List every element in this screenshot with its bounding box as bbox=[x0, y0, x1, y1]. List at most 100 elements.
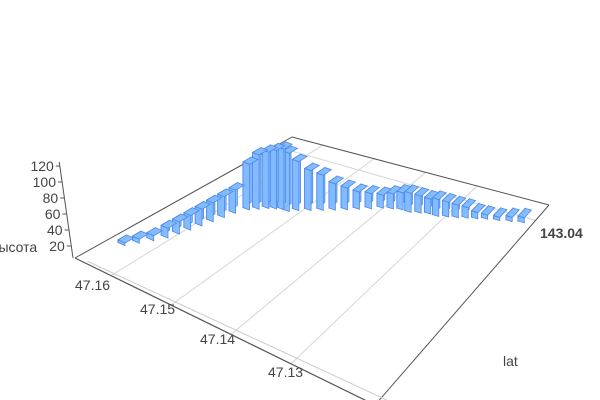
bar bbox=[451, 195, 467, 219]
bar-top-face bbox=[182, 207, 201, 217]
bar-top-face bbox=[315, 167, 333, 176]
bar-front-face bbox=[364, 191, 372, 210]
axis-labels: 47.16 47.15 47.14 47.13 lat 143.04 высот… bbox=[0, 158, 583, 380]
bar-front-face bbox=[352, 189, 360, 210]
bar-top-face bbox=[303, 162, 321, 172]
bar-top-face bbox=[281, 145, 299, 154]
bar bbox=[228, 181, 245, 214]
z-axis bbox=[55, 161, 74, 259]
bar bbox=[352, 183, 369, 210]
bar bbox=[171, 213, 189, 235]
bar bbox=[241, 156, 259, 211]
z-tick-label: 20 bbox=[49, 238, 65, 254]
x-axis-title: lat bbox=[503, 353, 518, 369]
bar-top-face bbox=[251, 147, 269, 156]
x-axis-shadow-line bbox=[87, 260, 389, 400]
bar-top-face bbox=[241, 156, 259, 165]
bar-front-face bbox=[376, 192, 384, 209]
bar-top-face bbox=[470, 203, 486, 214]
x-tick-label: 47.16 bbox=[75, 277, 110, 293]
bar bbox=[376, 186, 392, 209]
bar-top-face bbox=[328, 175, 345, 185]
bar-top-face bbox=[117, 234, 135, 244]
bar-top-face bbox=[340, 179, 357, 189]
bar-top-face bbox=[480, 205, 496, 216]
bar-front-face bbox=[316, 172, 324, 211]
x-gridline bbox=[170, 158, 375, 306]
x-tick-label: 47.13 bbox=[268, 364, 303, 380]
bar bbox=[315, 166, 333, 211]
bar-top-face bbox=[228, 182, 245, 191]
bar-top-face bbox=[386, 185, 402, 195]
bar-top-face bbox=[423, 190, 440, 200]
bar-top-face bbox=[145, 227, 164, 237]
bar bbox=[441, 192, 457, 218]
bar-top-face bbox=[517, 207, 533, 219]
bar bbox=[403, 184, 420, 214]
bar-front-face bbox=[340, 185, 348, 211]
bar bbox=[340, 179, 357, 211]
axis-box-edges bbox=[74, 136, 550, 400]
bar-top-face bbox=[352, 183, 369, 193]
axis-edge bbox=[291, 136, 550, 206]
bar-top-face bbox=[461, 198, 477, 209]
bar bbox=[291, 153, 308, 212]
bar-front-face bbox=[404, 190, 412, 214]
bar bbox=[480, 204, 496, 220]
bars bbox=[117, 141, 533, 247]
bar bbox=[117, 234, 135, 247]
bar bbox=[364, 184, 381, 210]
bar bbox=[145, 226, 164, 242]
bar bbox=[413, 186, 430, 214]
z-tick-label: 60 bbox=[45, 206, 61, 222]
bar-front-face bbox=[451, 202, 459, 219]
bar-front-face bbox=[414, 193, 422, 214]
bar-front-face bbox=[441, 199, 450, 218]
z-axis-title: высота bbox=[0, 239, 37, 255]
bar-top-face bbox=[291, 153, 308, 163]
bar-top-face bbox=[160, 219, 178, 229]
z-axis-line bbox=[58, 161, 74, 259]
x-gridline bbox=[290, 185, 478, 365]
bar-front-face bbox=[291, 158, 300, 212]
bar-front-face bbox=[424, 196, 432, 215]
bar-front-face bbox=[328, 181, 336, 211]
axis-edge bbox=[378, 204, 550, 400]
bar bbox=[470, 202, 486, 220]
x-tick-label: 47.15 bbox=[140, 301, 175, 317]
bar bbox=[517, 207, 533, 224]
bar bbox=[131, 230, 149, 244]
bar-top-face bbox=[171, 213, 189, 223]
z-tick-label: 100 bbox=[33, 174, 57, 190]
bar-top-face bbox=[131, 230, 149, 240]
y-tick-label: 143.04 bbox=[540, 225, 583, 241]
bar-front-face bbox=[304, 167, 312, 212]
bar-top-face bbox=[376, 186, 392, 196]
bar bbox=[303, 162, 321, 212]
x-tick-label: 47.14 bbox=[200, 331, 235, 347]
bar-front-face bbox=[396, 190, 404, 211]
bar-top-face bbox=[364, 185, 381, 195]
bar-top-face bbox=[451, 195, 467, 206]
bar-top-face bbox=[441, 193, 457, 203]
bar bbox=[328, 175, 345, 211]
bar-front-face bbox=[432, 197, 440, 218]
bar bbox=[423, 189, 440, 215]
bar-front-face bbox=[261, 149, 270, 210]
bar-top-face bbox=[413, 187, 430, 197]
bar-top-face bbox=[205, 194, 223, 204]
bar bbox=[160, 219, 178, 239]
z-tick-label: 120 bbox=[30, 158, 54, 174]
bar bbox=[251, 146, 269, 210]
bar-top-face bbox=[194, 201, 212, 210]
bar bbox=[216, 188, 234, 219]
bar bbox=[492, 206, 508, 222]
bar bbox=[431, 190, 448, 218]
bar-top-face bbox=[505, 207, 521, 218]
bar-top-face bbox=[492, 207, 508, 218]
bar-top-face bbox=[395, 184, 412, 194]
bar bbox=[461, 197, 477, 219]
bar bbox=[395, 183, 412, 211]
bar bbox=[261, 144, 279, 210]
